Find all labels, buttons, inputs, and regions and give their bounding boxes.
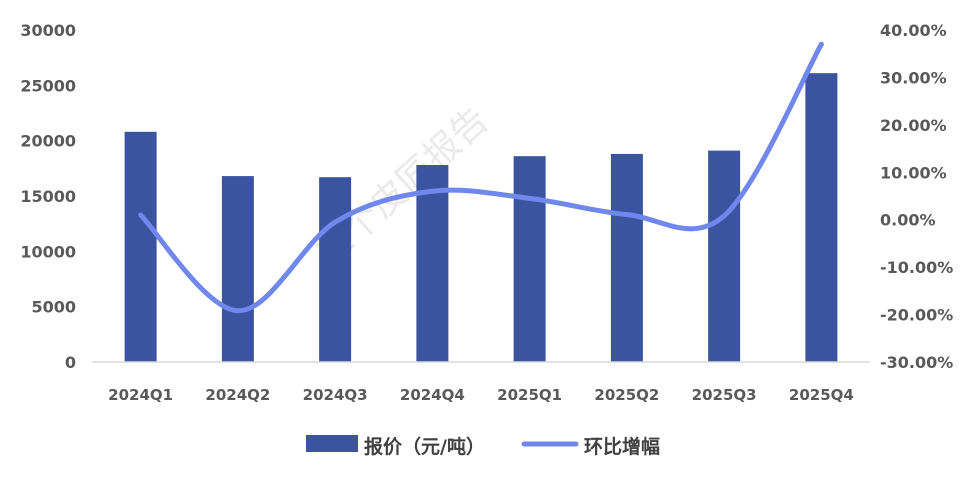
x-axis-ticks: 2024Q1 2024Q2 2024Q3 2024Q4 2025Q1 2025Q2 2025… — [108, 386, 854, 404]
x-tick-label: 2024Q2 — [205, 386, 270, 404]
right-tick-label: 20.00% — [880, 116, 947, 135]
legend-line-label: 环比增幅 — [584, 435, 660, 458]
right-tick-label: 10.00% — [880, 163, 947, 182]
left-axis-ticks: 0 5000 10000 15000 20000 25000 30000 — [20, 21, 76, 372]
right-tick-label: -10.00% — [880, 258, 953, 277]
legend-bar-swatch — [306, 435, 358, 452]
x-tick-label: 2025Q1 — [497, 386, 562, 404]
right-tick-label: -30.00% — [880, 353, 953, 372]
right-tick-label: 40.00% — [880, 21, 947, 40]
left-tick-label: 5000 — [31, 298, 76, 317]
bar — [416, 165, 449, 362]
x-tick-label: 2024Q1 — [108, 386, 173, 404]
bar — [610, 153, 643, 362]
x-tick-label: 2024Q4 — [400, 386, 465, 404]
right-tick-label: -20.00% — [880, 306, 953, 325]
bar-series — [124, 73, 838, 362]
right-tick-label: 30.00% — [880, 68, 947, 87]
right-axis-ticks: -30.00% -20.00% -10.00% 0.00% 10.00% 20.00% 30… — [880, 21, 953, 372]
left-tick-label: 15000 — [20, 187, 76, 206]
legend: 报价（元/吨） 环比增幅 — [306, 435, 660, 458]
bar — [513, 156, 546, 362]
bar — [221, 176, 254, 362]
line-path — [138, 41, 824, 314]
legend-bar-label: 报价（元/吨） — [364, 435, 485, 458]
left-tick-label: 30000 — [20, 21, 76, 40]
bar — [708, 150, 741, 362]
x-tick-label: 2025Q2 — [594, 386, 659, 404]
x-tick-label: 2025Q3 — [692, 386, 757, 404]
left-tick-label: 0 — [65, 353, 76, 372]
left-tick-label: 20000 — [20, 132, 76, 151]
bar — [319, 177, 352, 362]
bar — [124, 131, 157, 362]
line-series — [138, 41, 824, 314]
bar — [805, 73, 838, 362]
left-tick-label: 25000 — [20, 76, 76, 95]
x-tick-label: 2025Q4 — [789, 386, 854, 404]
left-tick-label: 10000 — [20, 242, 76, 261]
x-tick-label: 2024Q3 — [303, 386, 368, 404]
right-tick-label: 0.00% — [880, 211, 936, 230]
